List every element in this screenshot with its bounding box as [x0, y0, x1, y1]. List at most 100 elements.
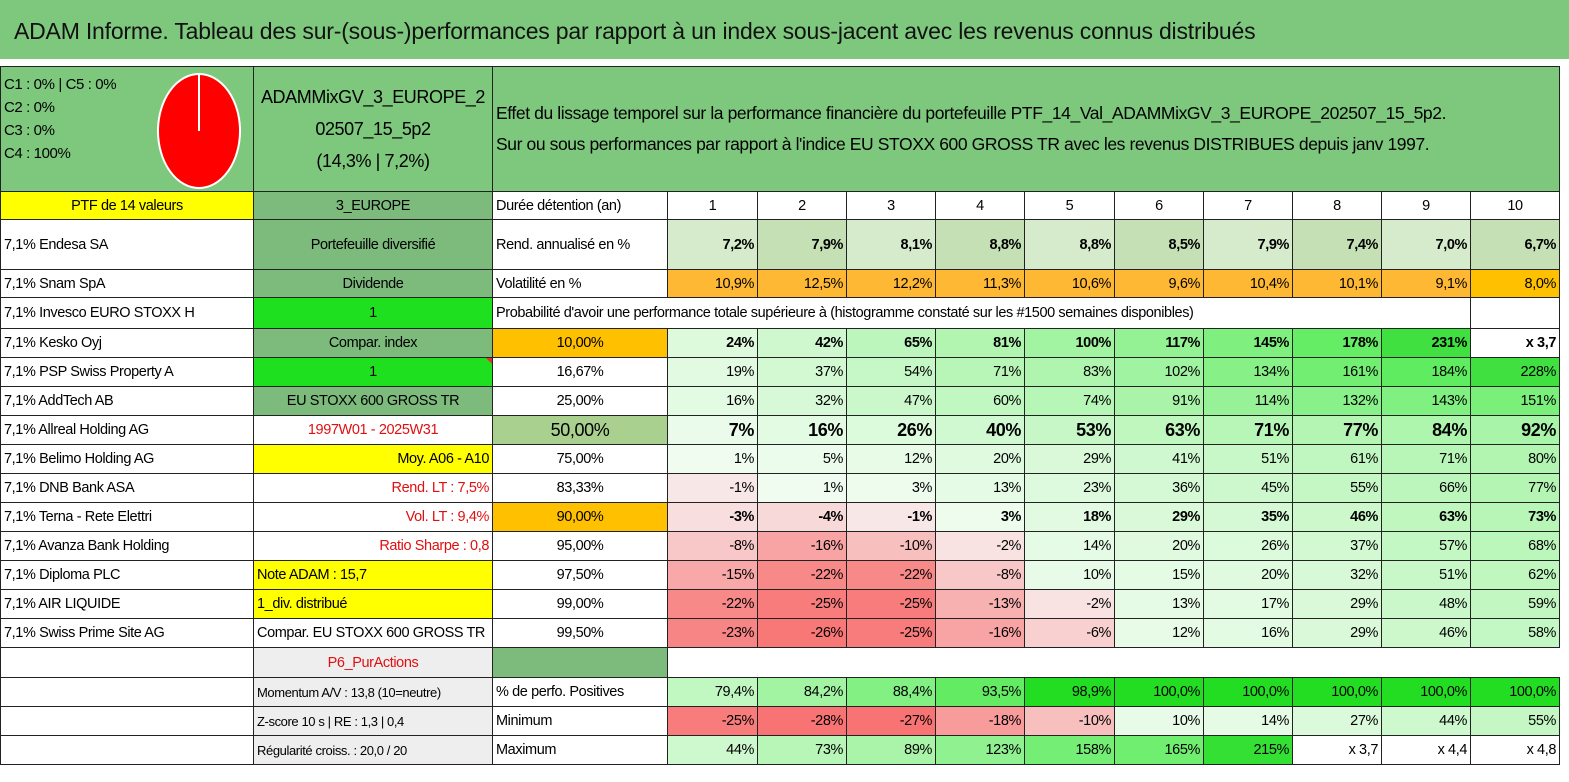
- period-label: 1997W01 - 2025W31: [253, 415, 493, 445]
- holding-item: 7,1% Invesco EURO STOXX H: [0, 297, 254, 329]
- empty-cell: [0, 735, 254, 765]
- maximum-value: 123%: [935, 735, 1025, 765]
- probability-value: 231%: [1381, 328, 1471, 358]
- probability-value: -3%: [667, 502, 758, 532]
- empty-cell: [1470, 297, 1560, 329]
- probability-threshold: 25,00%: [492, 386, 668, 416]
- empty-cell: [668, 648, 1560, 678]
- probability-value: -10%: [846, 531, 936, 561]
- probability-value: 77%: [1292, 415, 1382, 445]
- maximum-label: Maximum: [492, 735, 668, 765]
- zscore-label: Z-score 10 s | RE : 1,3 | 0,4: [253, 706, 493, 736]
- maximum-value: 44%: [667, 735, 758, 765]
- maximum-value: x 4,8: [1470, 735, 1560, 765]
- maximum-value: 165%: [1114, 735, 1204, 765]
- probability-value: 132%: [1292, 386, 1382, 416]
- positive-share-value: 100,0%: [1203, 677, 1293, 707]
- probability-value: 60%: [935, 386, 1025, 416]
- return-label: Rend. annualisé en %: [492, 219, 668, 270]
- positive-share-value: 79,4%: [667, 677, 758, 707]
- minimum-value: 10%: [1114, 706, 1204, 736]
- probability-value: 114%: [1203, 386, 1293, 416]
- probability-value: 53%: [1024, 415, 1115, 445]
- adam-score: Note ADAM : 15,7: [253, 560, 493, 590]
- probability-value: 42%: [757, 328, 847, 358]
- probability-value: 12%: [846, 444, 936, 474]
- probability-value: -22%: [667, 589, 758, 619]
- year-header: 4: [935, 191, 1025, 220]
- holding-item: 7,1% Endesa SA: [0, 219, 254, 270]
- probability-threshold: 99,00%: [492, 589, 668, 619]
- minimum-value: -18%: [935, 706, 1025, 736]
- positive-share-value: 100,0%: [1470, 677, 1560, 707]
- legend-line: C2 : 0%: [4, 99, 55, 116]
- portfolio-name-line: ADAMMixGV_3_EUROPE_2: [260, 87, 486, 107]
- return-value: 8,8%: [1024, 219, 1115, 270]
- volatility-value: 9,1%: [1381, 269, 1471, 298]
- probability-value: -1%: [846, 502, 936, 532]
- probability-value: 35%: [1203, 502, 1293, 532]
- probability-value: 55%: [1292, 473, 1382, 503]
- portfolio-type: Portefeuille diversifié: [253, 219, 493, 270]
- probability-threshold: 83,33%: [492, 473, 668, 503]
- volatility-value: 11,3%: [935, 269, 1025, 298]
- probability-value: -8%: [935, 560, 1025, 590]
- positive-share-value: 100,0%: [1381, 677, 1471, 707]
- probability-value: x 3,7: [1470, 328, 1560, 358]
- probability-value: -1%: [667, 473, 758, 503]
- probability-value: -8%: [667, 531, 758, 561]
- legend-line: C4 : 100%: [4, 145, 71, 162]
- probability-value: 71%: [1381, 444, 1471, 474]
- holding-item: 7,1% Belimo Holding AG: [0, 444, 254, 474]
- return-value: 8,5%: [1114, 219, 1204, 270]
- probability-value: 16%: [1203, 618, 1293, 648]
- probability-value: 37%: [1292, 531, 1382, 561]
- minimum-value: 27%: [1292, 706, 1382, 736]
- portfolio-name: ADAMMixGV_3_EUROPE_2 02507_15_5p2 (14,3%…: [253, 66, 493, 192]
- minimum-label: Minimum: [492, 706, 668, 736]
- volatility-value: 10,4%: [1203, 269, 1293, 298]
- performance-grid: C1 : 0% | C5 : 0% C2 : 0% C3 : 0% C4 : 1…: [0, 66, 1560, 765]
- probability-value: 23%: [1024, 473, 1115, 503]
- report-title: ADAM Informe. Tableau des sur-(sous-)per…: [0, 0, 1569, 62]
- volatility-value: 12,2%: [846, 269, 936, 298]
- probability-value: 59%: [1470, 589, 1560, 619]
- probability-value: 134%: [1203, 357, 1293, 387]
- probability-value: 143%: [1381, 386, 1471, 416]
- probability-value: 83%: [1024, 357, 1115, 387]
- maximum-value: 89%: [846, 735, 936, 765]
- minimum-value: -27%: [846, 706, 936, 736]
- return-value: 8,8%: [935, 219, 1025, 270]
- year-header: 2: [757, 191, 847, 220]
- probability-value: -25%: [846, 589, 936, 619]
- holdings-header: PTF de 14 valeurs: [0, 191, 254, 220]
- value-indicator: 1: [253, 357, 493, 387]
- probability-value: 68%: [1470, 531, 1560, 561]
- probability-value: -6%: [1024, 618, 1115, 648]
- empty-cell: [0, 706, 254, 736]
- return-value: 7,9%: [1203, 219, 1293, 270]
- probability-value: -23%: [667, 618, 758, 648]
- positive-share-value: 100,0%: [1292, 677, 1382, 707]
- volatility-value: 10,9%: [667, 269, 758, 298]
- positive-share-value: 88,4%: [846, 677, 936, 707]
- probability-value: 26%: [1203, 531, 1293, 561]
- year-header: 10: [1470, 191, 1560, 220]
- probability-value: 92%: [1470, 415, 1560, 445]
- probability-value: 3%: [846, 473, 936, 503]
- probability-label: Probabilité d'avoir une performance tota…: [492, 297, 1471, 329]
- probability-value: -2%: [935, 531, 1025, 561]
- probability-value: 10%: [1024, 560, 1115, 590]
- probability-value: 74%: [1024, 386, 1115, 416]
- value-indicator: 1: [253, 297, 493, 329]
- probability-value: 100%: [1024, 328, 1115, 358]
- probability-value: 80%: [1470, 444, 1560, 474]
- probability-value: 20%: [935, 444, 1025, 474]
- probability-value: -22%: [846, 560, 936, 590]
- probability-value: 15%: [1114, 560, 1204, 590]
- return-value: 7,2%: [667, 219, 758, 270]
- probability-threshold: 10,00%: [492, 328, 668, 358]
- allocation-pie-chart: [157, 73, 241, 189]
- sharpe-ratio: Ratio Sharpe : 0,8: [253, 531, 493, 561]
- probability-value: 51%: [1203, 444, 1293, 474]
